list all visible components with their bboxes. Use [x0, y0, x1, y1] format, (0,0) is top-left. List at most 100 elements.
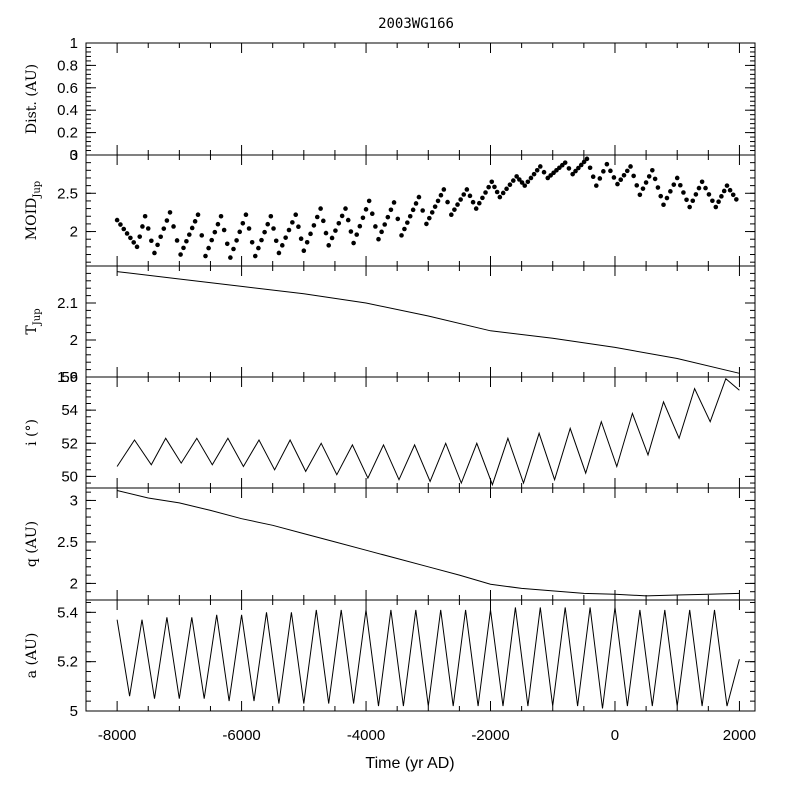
data-point — [114, 217, 120, 223]
data-point — [192, 219, 198, 224]
data-point — [504, 186, 509, 192]
data-point — [265, 221, 271, 227]
data-point — [492, 184, 497, 190]
data-point — [181, 245, 186, 251]
series-a-line — [116, 607, 740, 709]
data-point — [131, 240, 137, 245]
data-point — [489, 179, 495, 185]
data-point — [262, 229, 267, 235]
data-point — [391, 200, 397, 205]
data-point — [461, 192, 467, 197]
data-point — [531, 171, 537, 177]
data-point — [379, 229, 384, 235]
data-point — [449, 212, 454, 218]
y-axis-label: MOIDJup — [24, 181, 43, 240]
x-axis-label: Time (yr AD) — [365, 755, 454, 772]
data-point — [290, 220, 295, 225]
data-point — [184, 238, 189, 244]
data-point — [541, 169, 547, 175]
panel-incl: 50 52 54 56 i (°) — [24, 369, 756, 489]
x-tick-label: 0 — [611, 727, 619, 744]
data-point — [435, 198, 441, 204]
data-point — [357, 223, 363, 229]
data-point — [318, 206, 323, 211]
data-point — [690, 198, 696, 204]
data-point — [333, 228, 338, 233]
y-axis-label-subscript: Jup — [32, 181, 43, 199]
data-point — [326, 243, 332, 248]
x-tick-label: -2000 — [471, 727, 509, 744]
data-point — [566, 166, 572, 171]
data-point — [373, 224, 378, 229]
data-point — [195, 212, 201, 218]
data-point — [507, 182, 513, 188]
data-point — [643, 180, 649, 185]
data-point — [464, 187, 470, 192]
data-point — [525, 179, 531, 185]
data-point — [343, 206, 348, 211]
data-point — [631, 173, 636, 179]
data-point — [405, 220, 410, 225]
data-point — [497, 194, 503, 200]
data-point — [652, 176, 658, 182]
data-point — [646, 174, 652, 179]
data-point — [486, 184, 491, 190]
x-tick-label: 2000 — [723, 727, 756, 744]
data-point — [687, 204, 692, 210]
y-tick-label: 52 — [61, 435, 78, 452]
x-tick-label: -8000 — [98, 727, 136, 744]
data-point — [534, 168, 540, 173]
data-point — [562, 160, 568, 165]
data-point — [121, 226, 127, 232]
data-point — [161, 226, 167, 231]
panel-a: 5 5.2 5.4 a (AU) — [24, 599, 756, 720]
data-point — [699, 179, 705, 185]
y-axis-label-text: i (°) — [24, 419, 40, 446]
data-point — [276, 250, 282, 256]
x-tick-label: -6000 — [222, 727, 260, 744]
y-axis-label-text: Dist. (AU) — [24, 64, 40, 134]
data-point — [477, 200, 482, 206]
x-axis: -8000 -6000 -4000 -2000 0 2000 — [98, 727, 756, 744]
y-tick-label: 3 — [70, 492, 78, 509]
y-axis-label-text: T — [24, 325, 40, 335]
data-point — [283, 235, 288, 240]
data-point — [590, 174, 596, 179]
data-point — [467, 193, 473, 199]
data-point — [252, 253, 258, 259]
data-point — [395, 216, 401, 222]
y-tick-label: 2 — [70, 575, 78, 592]
data-point — [578, 162, 584, 168]
data-point — [158, 234, 163, 240]
data-point — [142, 213, 148, 219]
data-point — [348, 229, 354, 234]
data-point — [140, 224, 145, 229]
data-point — [206, 245, 211, 251]
data-point — [363, 207, 369, 212]
data-point — [304, 239, 310, 245]
data-point — [584, 156, 590, 162]
data-point — [664, 195, 670, 201]
data-point — [441, 187, 447, 192]
data-point — [336, 220, 342, 226]
data-point — [199, 233, 205, 238]
data-point — [483, 190, 488, 195]
data-point — [407, 213, 413, 219]
data-point — [473, 206, 479, 211]
data-point — [640, 186, 646, 191]
y-tick-label: 56 — [61, 369, 78, 386]
y-tick-label: 0.4 — [57, 102, 78, 119]
data-point — [537, 164, 543, 169]
data-point — [137, 234, 143, 239]
data-point — [661, 202, 666, 208]
data-point — [458, 197, 463, 202]
data-point — [427, 215, 432, 221]
y-tick-label: 3 — [70, 147, 78, 164]
data-point — [510, 178, 516, 183]
data-point — [339, 213, 345, 219]
series-tjup-line — [117, 271, 740, 374]
data-point — [710, 198, 715, 204]
data-point — [273, 238, 279, 244]
data-point — [224, 241, 230, 247]
